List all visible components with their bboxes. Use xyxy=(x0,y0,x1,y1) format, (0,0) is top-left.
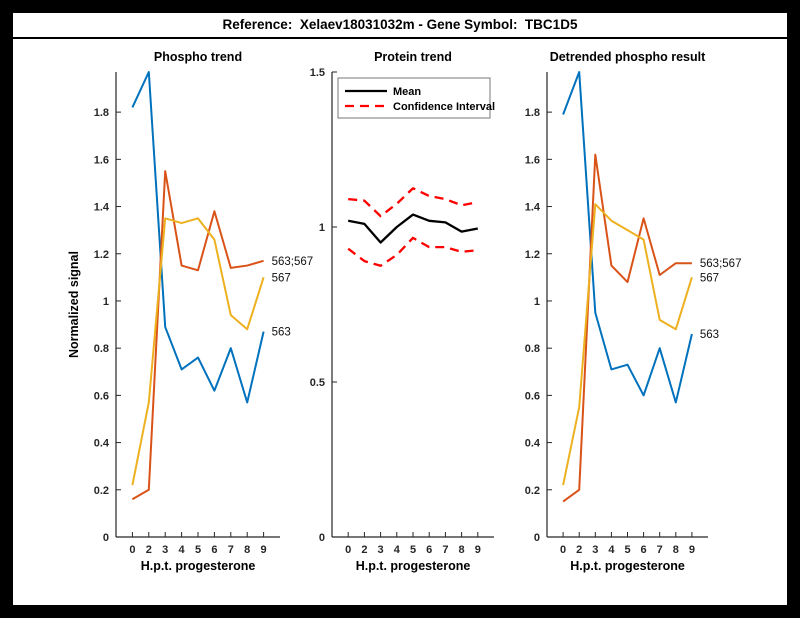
chart-title: Protein trend xyxy=(374,50,452,64)
x-tick-label: 0 xyxy=(560,544,566,556)
chart-phospho-trend: 0 0.2 0.4 0.6 0.8 1 1.2 1.4 1.6 1.8 0 2 3 4 5 6 7 8 9 Phosp… xyxy=(30,44,320,589)
x-tick-label: 6 xyxy=(426,544,432,556)
series-end-label-567: 567 xyxy=(700,272,719,284)
series-563-line xyxy=(131,71,265,404)
x-tick-label: 9 xyxy=(261,544,267,556)
y-tick-label: 0.4 xyxy=(525,438,541,450)
x-tick-label: 2 xyxy=(361,544,367,556)
x-tick-label: 4 xyxy=(179,544,186,556)
chart-title: Detrended phospho result xyxy=(550,50,706,64)
x-tick-label: 8 xyxy=(244,544,250,556)
chart-protein-trend: 0 0.5 1 1.5 0 2 3 4 5 6 7 8 9 Protein trend H.p.t. pro… xyxy=(290,44,530,589)
y-tick-label: 1.2 xyxy=(525,249,540,261)
y-tick-label: 1.5 xyxy=(310,67,325,79)
y-tick-label: 1.4 xyxy=(94,202,110,214)
y-tick-label: 1.6 xyxy=(525,154,540,166)
x-tick-label: 6 xyxy=(641,544,647,556)
x-tick-label: 5 xyxy=(624,544,630,556)
series-end-label-563;567: 563;567 xyxy=(272,256,314,268)
x-axis-label: H.p.t. progesterone xyxy=(141,559,256,573)
y-tick-label: 0 xyxy=(534,532,540,544)
x-tick-label: 0 xyxy=(345,544,351,556)
legend-label: Confidence Interval xyxy=(393,101,495,113)
x-tick-label: 3 xyxy=(162,544,168,556)
chart-title: Phospho trend xyxy=(154,50,242,64)
x-tick-label: 5 xyxy=(410,544,416,556)
x-tick-label: 7 xyxy=(657,544,663,556)
y-tick-label: 0 xyxy=(319,532,325,544)
legend-label: Mean xyxy=(393,86,421,98)
x-tick-label: 9 xyxy=(475,544,481,556)
series-ci-upper-line xyxy=(348,187,479,218)
series-end-label-563: 563 xyxy=(272,327,291,339)
x-tick-label: 7 xyxy=(442,544,448,556)
series-mean-line xyxy=(347,213,479,244)
y-axis-label: Normalized signal xyxy=(67,251,81,358)
figure-title: Reference: Xelaev18031032m - Gene Symbol… xyxy=(222,17,578,32)
y-tick-label: 0 xyxy=(103,532,109,544)
x-tick-label: 2 xyxy=(146,544,152,556)
x-tick-label: 9 xyxy=(689,544,695,556)
x-tick-label: 4 xyxy=(394,544,401,556)
x-tick-label: 8 xyxy=(459,544,465,556)
y-tick-label: 0.2 xyxy=(94,485,109,497)
x-axis-label: H.p.t. progesterone xyxy=(570,559,685,573)
detrended-phospho-svg: 00.20.40.60.811.21.41.61.80 2 3 4 5 6 7 8 9Detre… xyxy=(525,50,742,573)
y-tick-label: 1.8 xyxy=(525,107,540,119)
series-ci-lower-line xyxy=(347,236,478,267)
series-end-label-567: 567 xyxy=(272,272,291,284)
y-tick-label: 1 xyxy=(319,222,325,234)
x-tick-label: 4 xyxy=(608,544,615,556)
series-563;567-line xyxy=(131,170,264,501)
y-tick-label: 0.2 xyxy=(525,485,540,497)
y-tick-label: 1 xyxy=(103,296,109,308)
series-567-line xyxy=(131,217,265,486)
x-axis-label: H.p.t. progesterone xyxy=(356,559,471,573)
title-divider xyxy=(0,37,800,39)
y-tick-label: 1 xyxy=(534,296,540,308)
series-563-line xyxy=(562,71,693,404)
x-tick-label: 7 xyxy=(228,544,234,556)
series-end-label-563;567: 563;567 xyxy=(700,258,742,270)
y-tick-label: 0.6 xyxy=(94,390,109,402)
x-tick-label: 6 xyxy=(211,544,217,556)
y-tick-label: 1.8 xyxy=(94,107,109,119)
y-tick-label: 0.8 xyxy=(94,343,109,355)
series-563;567-line xyxy=(562,153,692,503)
x-tick-label: 3 xyxy=(592,544,598,556)
series-567-line xyxy=(562,203,693,486)
y-tick-label: 1.4 xyxy=(525,202,541,214)
y-tick-label: 0.8 xyxy=(525,343,540,355)
x-tick-label: 8 xyxy=(673,544,679,556)
y-tick-label: 0.6 xyxy=(525,390,540,402)
legend-box xyxy=(337,77,491,119)
x-tick-label: 3 xyxy=(378,544,384,556)
y-tick-label: 1.6 xyxy=(94,154,109,166)
chart-detrended-phospho: 0 0.2 0.4 0.6 0.8 1 1.2 1.4 1.6 1.8 0 2 3 4 5 6 7 8 9 Detre… xyxy=(520,44,800,589)
y-tick-label: 0.4 xyxy=(94,438,110,450)
y-tick-label: 1.2 xyxy=(94,249,109,261)
x-tick-label: 0 xyxy=(129,544,135,556)
phospho-trend-svg: 00.20.40.60.811.21.41.61.80 2 3 4 5 6 7 8 9Phosp… xyxy=(67,50,314,573)
y-tick-label: 0.5 xyxy=(310,377,325,389)
x-tick-label: 2 xyxy=(576,544,582,556)
series-end-label-563: 563 xyxy=(700,329,719,341)
x-tick-label: 5 xyxy=(195,544,201,556)
